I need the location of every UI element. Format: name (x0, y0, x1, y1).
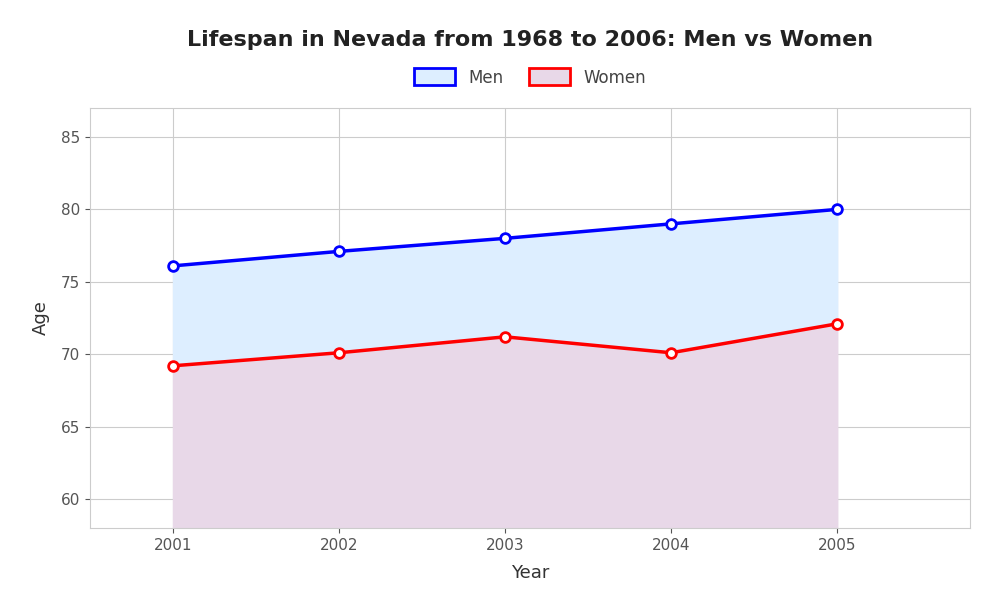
Y-axis label: Age: Age (32, 301, 50, 335)
X-axis label: Year: Year (511, 564, 549, 582)
Title: Lifespan in Nevada from 1968 to 2006: Men vs Women: Lifespan in Nevada from 1968 to 2006: Me… (187, 29, 873, 49)
Legend: Men, Women: Men, Women (407, 62, 653, 93)
